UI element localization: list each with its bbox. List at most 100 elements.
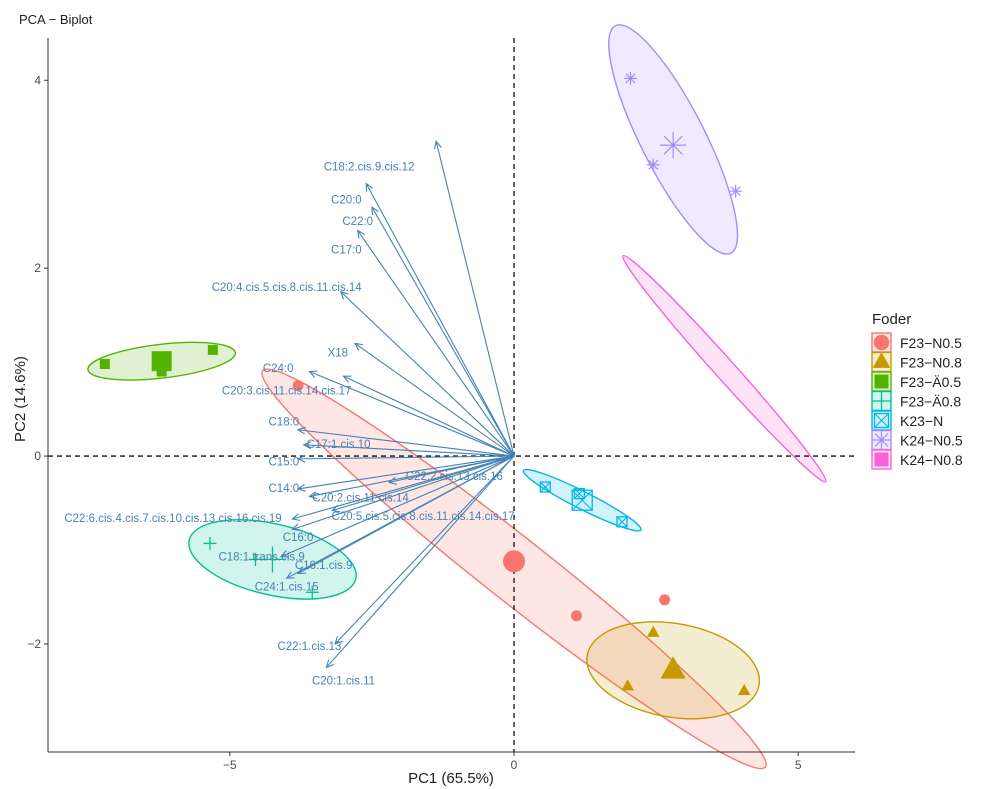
variable-label: C20:3.cis.11.cis.14.cis.17 <box>222 385 352 397</box>
variable-label: C17:1.cis.10 <box>307 439 371 451</box>
point-f23-n0.8-0 <box>646 625 660 637</box>
legend-label: K23−N <box>900 413 943 429</box>
point-f23-n0.5-0 <box>292 380 304 392</box>
point-k23-n-2 <box>616 516 628 528</box>
legend-symbol <box>873 334 890 351</box>
data-points <box>99 71 751 696</box>
legend-symbol <box>873 412 890 429</box>
legend-item-k23-n: K23−N <box>871 410 943 431</box>
variable-label: C18:0 <box>269 416 300 428</box>
arrow-C17:1.cis.10 <box>302 441 515 457</box>
arrow-C18:2.cis.9.cis.12 <box>433 140 515 457</box>
legend-item-f23-n0.8: F23−N0.8 <box>871 351 962 373</box>
arrow-C24:1.cis.15 <box>285 455 515 579</box>
variable-label: C22:1.cis.13 <box>277 641 341 653</box>
y-tick-label: 0 <box>34 449 41 463</box>
centroid-k23-n <box>571 489 593 511</box>
variable-label: C22:6.cis.4.cis.7.cis.10.cis.13.cis.16.c… <box>64 513 281 525</box>
arrow-X18 <box>353 342 515 457</box>
y-tick-label: −2 <box>27 637 41 651</box>
point-f23-a0.5-0 <box>99 358 110 369</box>
variable-arrows <box>279 140 515 669</box>
centroid-f23-n0.8 <box>660 656 686 679</box>
arrow-C18:1.trans.cis.9 <box>279 455 515 558</box>
legend-item-f23-a0.8: F23−Ä0.8 <box>871 390 961 412</box>
variable-label: C20:1.cis.11 <box>312 676 375 688</box>
plot-area: C18:2.cis.9.cis.12 C20:0 C22:0 C17:0 C20:4.c… <box>48 24 855 770</box>
legend-label: F23−Ä0.8 <box>900 394 961 410</box>
arrow-C17:0 <box>357 229 515 457</box>
legend-item-k24-n0.5: K24−N0.5 <box>871 429 963 451</box>
x-ticks: −5 0 5 <box>223 752 802 772</box>
legend: Foder F23−N0.5 F23−N0.8 F23−Ä0.5 F23−Ä0.8 K2… <box>871 311 963 470</box>
x-axis-label: PC1 (65.5%) <box>408 770 494 787</box>
variable-label: C24:1.cis.15 <box>255 582 319 594</box>
variable-label: C16:0 <box>283 532 314 544</box>
point-k24-n0.5-0 <box>624 71 638 85</box>
point-f23-a0.8-0 <box>203 536 217 550</box>
point-k24-n0.5-2 <box>729 184 743 198</box>
arrow-C22:0 <box>371 206 515 457</box>
legend-label: F23−N0.5 <box>900 335 962 351</box>
arrow-C20:1.cis.11 <box>325 455 515 669</box>
arrow-C24:0 <box>308 370 515 457</box>
legend-label: F23−Ä0.5 <box>900 374 961 390</box>
variable-label: C15:0 <box>269 457 300 469</box>
point-f23-a0.5-1 <box>156 366 167 377</box>
legend-item-k24-n0.8: K24−N0.8 <box>871 449 963 470</box>
variable-labels: C18:2.cis.9.cis.12 C20:0 C22:0 C17:0 C20:4.c… <box>64 162 514 688</box>
x-tick-label: −5 <box>223 758 237 772</box>
arrow-C20:2.cis.11.cis.14 <box>308 455 515 500</box>
x-tick-label: 0 <box>511 758 518 772</box>
reference-lines <box>48 38 855 752</box>
arrow-C22:1.cis.13 <box>334 455 515 645</box>
point-k23-n-0 <box>539 481 551 493</box>
variable-label: C20:4.cis.5.cis.8.cis.11.cis.14 <box>212 282 363 294</box>
legend-label: F23−N0.8 <box>900 355 962 371</box>
y-axis-label: PC2 (14.6%) <box>12 356 29 442</box>
point-f23-a0.8-1 <box>305 585 319 599</box>
confidence-ellipses <box>87 24 827 770</box>
point-k24-n0.5-1 <box>646 158 660 172</box>
legend-items: F23−N0.5 F23−N0.8 F23−Ä0.5 F23−Ä0.8 K23−N K24… <box>871 332 963 470</box>
legend-symbol <box>872 352 891 368</box>
arrow-C14:0 <box>296 455 515 492</box>
x-tick-label: 5 <box>795 758 802 772</box>
legend-symbol <box>872 391 891 411</box>
point-f23-n0.8-1 <box>621 679 634 691</box>
arrow-C16:0 <box>291 455 515 531</box>
point-f23-n0.8-2 <box>737 683 751 696</box>
variable-label: C14:0 <box>269 483 300 495</box>
centroid-f23-a0.8 <box>259 546 286 573</box>
variable-label: C18:1.trans.cis.9 <box>218 552 304 564</box>
arrow-C20:0 <box>365 182 515 457</box>
legend-symbol <box>872 430 891 450</box>
variable-label: C20:2.cis.11.cis.14 <box>312 492 409 504</box>
variable-label: C20:5.cis.5.cis.8.cis.11.cis.14.cis.17 <box>331 511 514 523</box>
legend-symbol <box>874 374 889 389</box>
point-f23-n0.5-2 <box>659 594 671 606</box>
variable-label: X18 <box>328 348 348 360</box>
point-f23-a0.5-2 <box>207 344 218 355</box>
arrow-C20:4.cis.5.cis.8.cis.11.cis.14 <box>339 290 515 457</box>
legend-label: K24−N0.5 <box>900 433 963 449</box>
arrow-C20:3.cis.11.cis.14.cis.17 <box>342 375 515 457</box>
variable-label: C16:1.cis.9 <box>295 560 353 572</box>
arrow-C22:6.cis.4.cis.7.cis.10.cis.13.cis.16.cis.19 <box>291 455 515 521</box>
legend-item-f23-n0.5: F23−N0.5 <box>871 332 962 353</box>
y-tick-label: 4 <box>34 73 41 87</box>
centroid-f23-n0.5 <box>503 550 526 573</box>
legend-label: K24−N0.8 <box>900 452 963 468</box>
variable-label: C17:0 <box>331 244 362 256</box>
legend-item-f23-a0.5: F23−Ä0.5 <box>871 371 961 392</box>
arrow-C18:0 <box>296 426 515 457</box>
ellipse-k24-n0.8 <box>622 254 827 483</box>
y-ticks: −2 0 2 4 <box>27 73 48 651</box>
variable-label: C22:2.cis.13.cis.16 <box>406 471 503 483</box>
chart-title: PCA − Biplot <box>19 12 93 27</box>
variable-label: C20:0 <box>331 195 362 207</box>
centroid-k24-n0.5 <box>660 132 687 159</box>
variable-label: C22:0 <box>342 216 373 228</box>
axes: −5 0 5 −2 0 2 4 <box>27 38 855 772</box>
